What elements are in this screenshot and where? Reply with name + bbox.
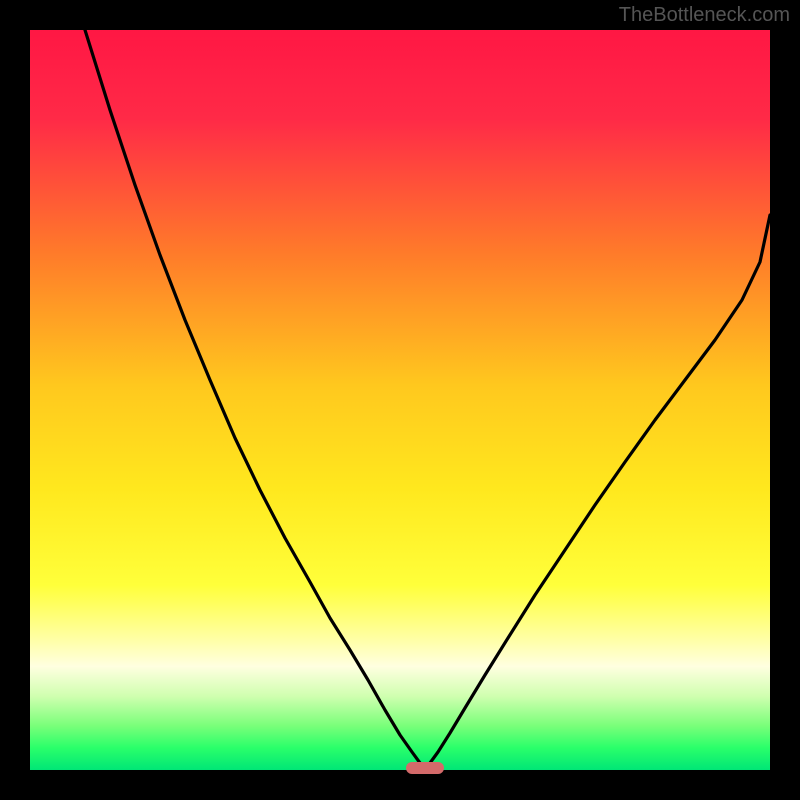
- watermark-text: TheBottleneck.com: [619, 4, 790, 27]
- optimum-marker: [406, 762, 444, 774]
- bottleneck-curve: [30, 30, 770, 770]
- plot-area: [30, 30, 770, 770]
